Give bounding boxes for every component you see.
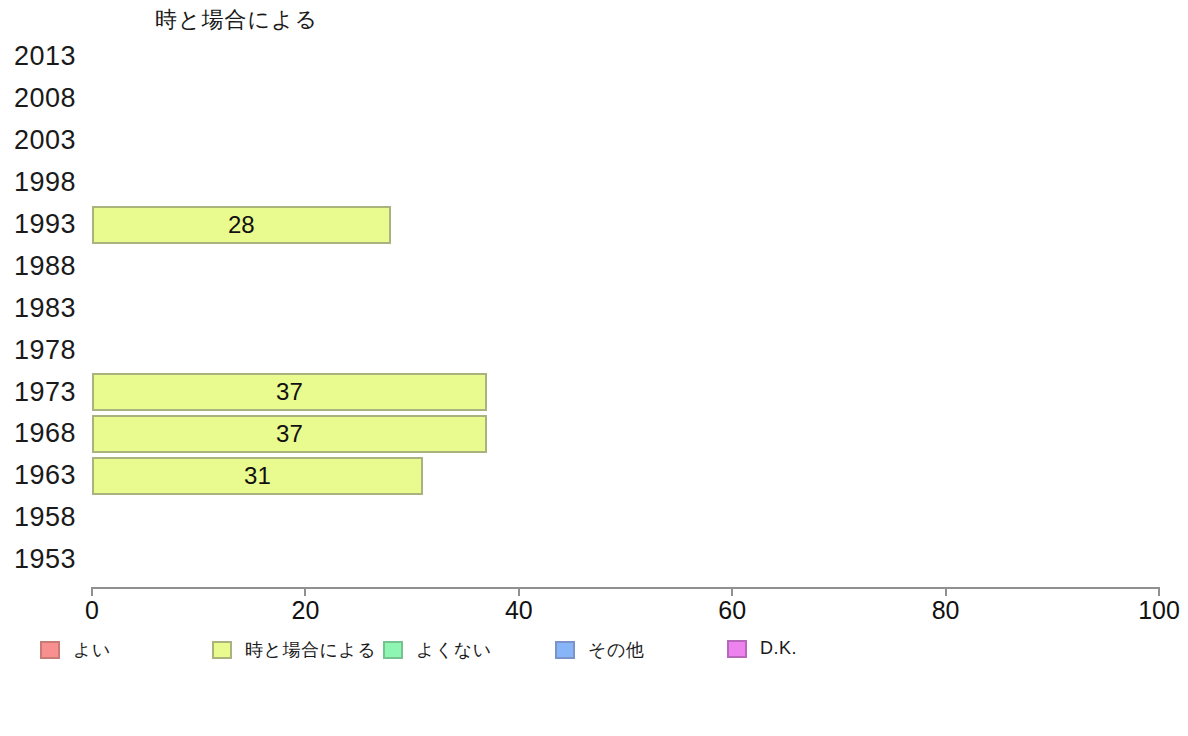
x-axis-tick [304, 587, 306, 596]
y-axis-label: 1998 [14, 167, 92, 198]
chart-row-1978: 1978 [0, 329, 1188, 371]
x-axis-tick-label: 20 [265, 596, 345, 625]
plot-rows: 2013 2008 2003 1998 1993 28 1988 1983 1978 1973 37… [0, 36, 1188, 581]
chart-row-2003: 2003 [0, 120, 1188, 162]
legend-swatch-icon [727, 640, 747, 658]
y-axis-label: 2013 [14, 41, 92, 72]
x-axis-tick [1158, 587, 1160, 596]
x-axis-tick-label: 80 [906, 596, 986, 625]
legend-item-2[interactable]: 時と場合による [212, 638, 376, 662]
x-axis-tick-label: 100 [1119, 596, 1188, 625]
y-axis-label: 2003 [14, 125, 92, 156]
x-axis-tick [91, 587, 93, 596]
legend-label: よくない [416, 638, 492, 662]
bar-value-label: 31 [244, 462, 271, 490]
y-axis-label: 1993 [14, 209, 92, 240]
legend-label: 時と場合による [245, 638, 376, 662]
bar-value-label: 37 [276, 378, 303, 406]
y-axis-label: 1968 [14, 418, 92, 449]
y-axis-label: 1953 [14, 544, 92, 575]
chart-row-1998: 1998 [0, 162, 1188, 204]
legend-swatch-icon [383, 641, 403, 659]
legend-label: よい [73, 638, 111, 662]
y-axis-label: 1983 [14, 293, 92, 324]
chart-legend: よい 時と場合による よくない その他 D.K. [0, 638, 1188, 662]
chart-title: 時と場合による [155, 5, 318, 35]
chart-row-1983: 1983 [0, 287, 1188, 329]
bar-1973[interactable]: 37 [92, 373, 487, 411]
chart-row-1958: 1958 [0, 497, 1188, 539]
bar-1993[interactable]: 28 [92, 206, 391, 244]
chart-row-1973: 1973 37 [0, 371, 1188, 413]
chart-row-1993: 1993 28 [0, 204, 1188, 246]
bar-value-label: 37 [276, 420, 303, 448]
legend-swatch-icon [212, 641, 232, 659]
chart-row-2013: 2013 [0, 36, 1188, 78]
legend-label: その他 [588, 638, 644, 662]
legend-item-1[interactable]: よい [40, 638, 111, 662]
legend-item-5[interactable]: D.K. [727, 638, 797, 659]
x-axis-tick [518, 587, 520, 596]
chart-row-1968: 1968 37 [0, 413, 1188, 455]
x-axis-tick-label: 0 [52, 596, 132, 625]
y-axis-label: 2008 [14, 83, 92, 114]
bar-1963[interactable]: 31 [92, 457, 423, 495]
legend-swatch-icon [40, 641, 60, 659]
bar-chart: 時と場合による 2013 2008 2003 1998 1993 28 1988 1983 19… [0, 0, 1188, 736]
y-axis-label: 1958 [14, 502, 92, 533]
legend-swatch-icon [555, 641, 575, 659]
bar-value-label: 28 [228, 211, 255, 239]
y-axis-label: 1973 [14, 377, 92, 408]
x-axis-line [92, 587, 1159, 589]
x-axis-tick [731, 587, 733, 596]
x-axis-tick-label: 60 [692, 596, 772, 625]
chart-row-1953: 1953 [0, 539, 1188, 581]
chart-row-1988: 1988 [0, 245, 1188, 287]
chart-row-1963: 1963 31 [0, 455, 1188, 497]
y-axis-label: 1963 [14, 460, 92, 491]
legend-item-4[interactable]: その他 [555, 638, 644, 662]
x-axis-tick [945, 587, 947, 596]
legend-label: D.K. [760, 638, 797, 659]
bar-1968[interactable]: 37 [92, 415, 487, 453]
legend-item-3[interactable]: よくない [383, 638, 492, 662]
y-axis-label: 1988 [14, 251, 92, 282]
chart-row-2008: 2008 [0, 78, 1188, 120]
x-axis-tick-label: 40 [479, 596, 559, 625]
y-axis-label: 1978 [14, 335, 92, 366]
